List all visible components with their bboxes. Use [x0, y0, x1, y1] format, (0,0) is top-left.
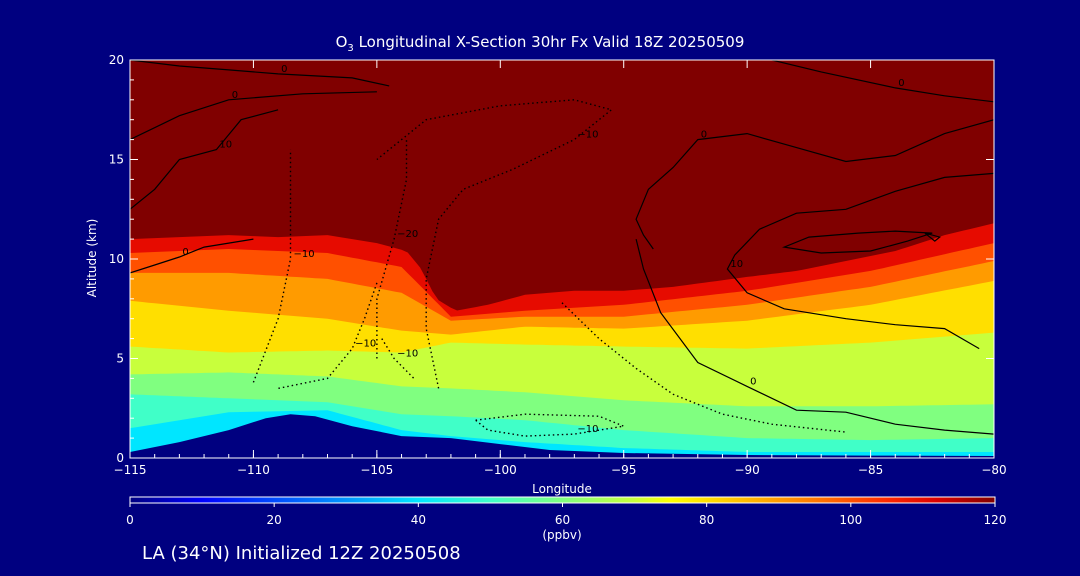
contour-label: 0: [182, 247, 188, 258]
contour-line: [781, 230, 933, 254]
colorbar-tick-label: 0: [126, 513, 134, 527]
plot-area: 0 0 10 0 0 0 10 0 −10 −20 −10 −10 −10 −10: [130, 60, 994, 458]
colorbar-tick-label: 80: [699, 513, 714, 527]
contour-line: [381, 338, 415, 379]
contour-label: 10: [730, 259, 743, 270]
contour-line: [726, 172, 994, 350]
contour-line: [130, 60, 390, 87]
y-tick-label: 0: [116, 451, 124, 465]
contour-line: [635, 238, 994, 435]
y-tick-label: 20: [109, 53, 124, 67]
x-tick-label: −115: [114, 463, 147, 477]
colorbar-tick-label: 40: [411, 513, 426, 527]
chart-title: O3 Longitudinal X-Section 30hr Fx Valid …: [335, 33, 745, 54]
x-tick-label: −95: [611, 463, 636, 477]
colorbar-unit: (ppbv): [542, 528, 582, 542]
colorbar-tick-label: 120: [984, 513, 1007, 527]
contour-line: [924, 232, 941, 242]
terrain-mask: [130, 414, 994, 458]
contour-line: [130, 238, 254, 274]
y-tick-label: 10: [109, 252, 124, 266]
contour-label: −10: [577, 424, 598, 435]
contour-label: −10: [293, 249, 314, 260]
colorbar-tick-label: 60: [555, 513, 570, 527]
contour-line: [376, 139, 408, 359]
x-tick-label: −110: [237, 463, 270, 477]
contour-label: −10: [397, 349, 418, 360]
x-axis-label: Longitude: [532, 482, 592, 496]
contour-label: 10: [219, 140, 232, 151]
contour-line: [130, 91, 377, 141]
x-tick-label: −85: [858, 463, 883, 477]
contour-label: −20: [397, 229, 418, 240]
colorbar: [129, 496, 996, 504]
init-footer: LA (34°N) Initialized 12Z 20250508: [142, 543, 461, 564]
colorbar-tick-label: 20: [267, 513, 282, 527]
contour-line: [771, 60, 994, 103]
y-tick-label: 15: [109, 153, 124, 167]
contour-line: [130, 109, 279, 210]
contour-label: 0: [898, 78, 904, 89]
x-tick-label: −90: [734, 463, 759, 477]
contour-line: [561, 302, 846, 433]
contour-line: [252, 149, 292, 383]
contour-label: 0: [750, 376, 756, 387]
contour-line: [635, 119, 994, 250]
x-tick-label: −100: [484, 463, 517, 477]
contour-label: 0: [701, 130, 707, 141]
x-tick-label: −105: [360, 463, 393, 477]
x-tick-label: −80: [981, 463, 1006, 477]
contour-label: 0: [281, 64, 287, 75]
colorbar-tick-label: 100: [839, 513, 862, 527]
contour-label: −10: [577, 130, 598, 141]
contour-line: [376, 99, 613, 389]
y-tick-label: 5: [116, 352, 124, 366]
contour-label: −10: [355, 339, 376, 350]
contour-label: 0: [232, 90, 238, 101]
